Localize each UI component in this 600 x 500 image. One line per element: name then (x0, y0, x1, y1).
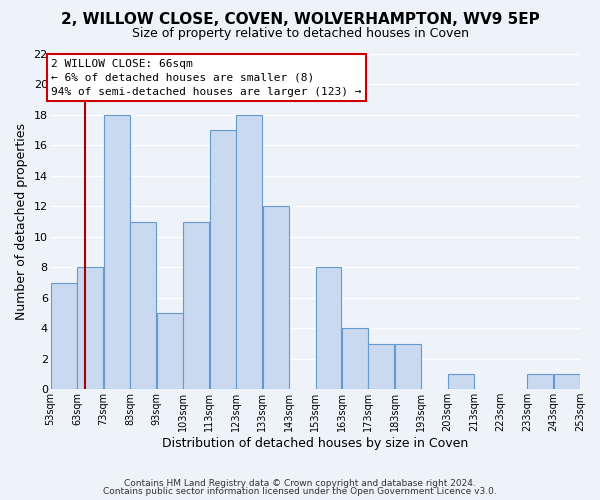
Bar (209, 130, 236, 390)
Text: Size of property relative to detached houses in Coven: Size of property relative to detached ho… (131, 28, 469, 40)
Text: 2 WILLOW CLOSE: 66sqm
← 6% of detached houses are smaller (8)
94% of semi-detach: 2 WILLOW CLOSE: 66sqm ← 6% of detached h… (52, 58, 362, 96)
Bar (368, 344, 394, 390)
Bar (236, 115, 262, 390)
Bar (104, 115, 130, 390)
Bar (183, 222, 209, 390)
Y-axis label: Number of detached properties: Number of detached properties (15, 123, 28, 320)
Bar (130, 222, 156, 390)
Bar (448, 374, 474, 390)
Text: Contains HM Land Registry data © Crown copyright and database right 2024.: Contains HM Land Registry data © Crown c… (124, 478, 476, 488)
Text: 2, WILLOW CLOSE, COVEN, WOLVERHAMPTON, WV9 5EP: 2, WILLOW CLOSE, COVEN, WOLVERHAMPTON, W… (61, 12, 539, 28)
Bar (316, 268, 341, 390)
Bar (77, 268, 103, 390)
X-axis label: Distribution of detached houses by size in Coven: Distribution of detached houses by size … (162, 437, 469, 450)
Bar (395, 344, 421, 390)
Bar (554, 374, 580, 390)
Bar (342, 328, 368, 390)
Bar (157, 313, 182, 390)
Bar (51, 282, 77, 390)
Text: Contains public sector information licensed under the Open Government Licence v3: Contains public sector information licen… (103, 487, 497, 496)
Bar (263, 206, 289, 390)
Bar (527, 374, 553, 390)
